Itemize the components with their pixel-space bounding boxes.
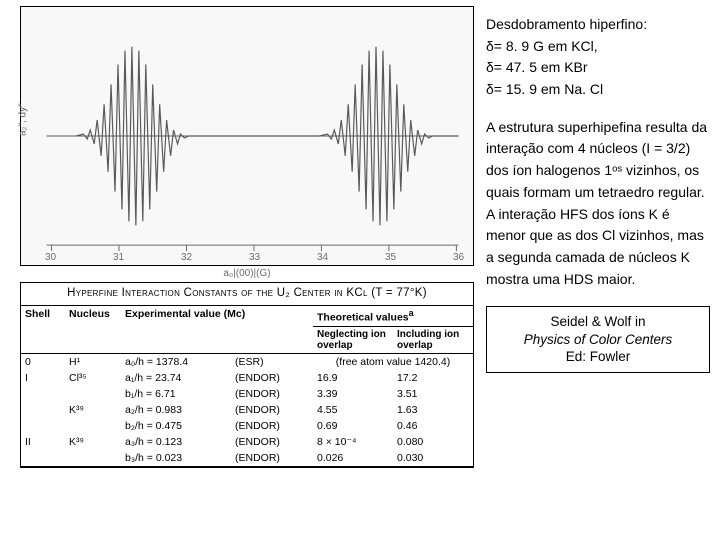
hyperfine-table: Hyperfine Interaction Constants of the U… <box>20 282 474 468</box>
esr-spectrum-chart: a₂″, dy″ 30 31 32 33 34 35 36 a₀|(00)|(G… <box>20 6 474 266</box>
cite-line3: Ed: Fowler <box>493 348 703 366</box>
table-row: K³⁹a₂/h = 0.983(ENDOR)4.551.63 <box>21 402 473 418</box>
left-column: a₂″, dy″ 30 31 32 33 34 35 36 a₀|(00)|(G… <box>0 0 478 540</box>
th-theoretical: Theoretical valuesa <box>313 306 473 327</box>
xtick-5: 35 <box>385 252 396 263</box>
hyperfine-values: Desdobramento hiperfino: δ= 8. 9 G em KC… <box>486 14 710 101</box>
hf-kbr: δ= 47. 5 em KBr <box>486 57 710 79</box>
theo-note: a <box>409 308 414 318</box>
th-experimental: Experimental value (Mc) <box>121 306 313 354</box>
xtick-4: 34 <box>317 252 328 263</box>
th-theo-txt: Theoretical values <box>317 312 409 324</box>
paragraph: A estrutura superhipefina resulta da int… <box>486 117 710 291</box>
table-row: IIK³⁹a₃/h = 0.123(ENDOR)8 × 10⁻⁴0.080 <box>21 434 473 450</box>
chart-svg <box>21 7 473 265</box>
th-nucleus: Nucleus <box>65 306 121 354</box>
table-row: b₃/h = 0.023(ENDOR)0.0260.030 <box>21 450 473 467</box>
xtick-3: 33 <box>249 252 260 263</box>
table-row: b₁/h = 6.71(ENDOR)3.393.51 <box>21 386 473 402</box>
table-row: ICl³⁵a₁/h = 23.74(ENDOR)16.917.2 <box>21 370 473 386</box>
table-row: b₂/h = 0.475(ENDOR)0.690.46 <box>21 418 473 434</box>
th-including: Including ion overlap <box>393 326 473 353</box>
th-neglecting: Neglecting ion overlap <box>313 326 393 353</box>
cite-line1: Seidel & Wolf in <box>493 313 703 331</box>
chart-x-axis-label: a₀|(00)|(G) <box>223 268 270 279</box>
xtick-2: 32 <box>181 252 192 263</box>
xtick-0: 30 <box>45 252 56 263</box>
hf-nacl: δ= 15. 9 em Na. Cl <box>486 79 710 101</box>
chart-y-axis-label: a₂″, dy″ <box>18 103 29 136</box>
hf-kcl: δ= 8. 9 G em KCl, <box>486 36 710 58</box>
xtick-6: 36 <box>453 252 464 263</box>
table-row: 0H¹a₀/h = 1378.4(ESR)(free atom value 14… <box>21 353 473 370</box>
citation-box: Seidel & Wolf in Physics of Color Center… <box>486 306 710 373</box>
xtick-1: 31 <box>113 252 124 263</box>
hc-table: Shell Nucleus Experimental value (Mc) Th… <box>21 305 473 467</box>
table-caption: Hyperfine Interaction Constants of the U… <box>21 283 473 305</box>
hf-title: Desdobramento hiperfino: <box>486 14 710 36</box>
cite-line2: Physics of Color Centers <box>493 331 703 349</box>
right-column: Desdobramento hiperfino: δ= 8. 9 G em KC… <box>478 0 720 540</box>
th-shell: Shell <box>21 306 65 354</box>
